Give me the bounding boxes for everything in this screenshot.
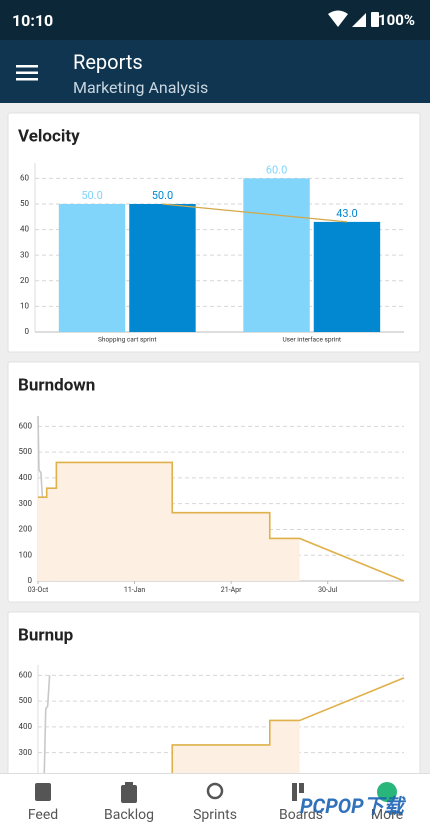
watermark: PCPOP下载 [300, 794, 404, 818]
nav-icon [206, 782, 224, 800]
nav-label: Backlog [103, 807, 154, 823]
y-tick-label: 0 [25, 327, 30, 336]
x-tick-label: User interface sprint [282, 336, 341, 344]
area-fill [172, 720, 300, 773]
status-icons [328, 10, 379, 27]
x-tick-label: Shopping cart sprint [98, 336, 156, 344]
y-tick-label: 400 [19, 473, 33, 482]
value-label: 43.0 [336, 207, 357, 220]
bar [243, 178, 310, 332]
menu-button[interactable] [16, 64, 38, 82]
y-tick-label: 500 [19, 696, 33, 705]
value-label: 50.0 [81, 189, 102, 202]
x-tick-label: 21-Apr [221, 586, 242, 594]
status-bar: 10:10 100% [0, 0, 430, 40]
y-tick-label: 200 [19, 525, 33, 534]
app-subtitle: Marketing Analysis [73, 78, 209, 97]
card-title: Velocity [18, 126, 80, 146]
line [43, 675, 51, 773]
nav-icon [121, 782, 137, 803]
nav-icon [292, 783, 304, 801]
bar [129, 203, 196, 332]
card-title: Burnup [18, 625, 73, 645]
area-fill [38, 462, 300, 581]
y-tick-label: 30 [20, 250, 29, 259]
bar [58, 203, 126, 332]
y-tick-label: 400 [19, 722, 33, 731]
bottom-nav: Feed Backlog Sprints Boards More [0, 773, 430, 832]
nav-label: Feed [27, 807, 59, 823]
x-tick-label: 11-Jan [124, 586, 145, 594]
y-tick-label: 40 [20, 225, 29, 234]
nav-icon [377, 782, 397, 802]
nav-label: Sprints [193, 807, 237, 823]
y-tick-label: 50 [20, 199, 29, 208]
line [38, 461, 405, 582]
value-label: 60.0 [266, 163, 287, 176]
nav-item[interactable]: More [344, 774, 430, 832]
y-tick-label: 100 [19, 550, 33, 559]
y-tick-label: 20 [20, 276, 29, 285]
y-tick-label: 10 [20, 302, 29, 311]
nav-item[interactable]: Backlog [86, 774, 172, 832]
card [7, 611, 421, 773]
x-tick-label: 03-Oct [28, 586, 49, 594]
app-title: Reports [73, 50, 143, 74]
trend-line [162, 203, 348, 223]
bar [313, 221, 381, 332]
nav-label: More [370, 807, 404, 823]
charts: Velocity 0 10 20 30 40 50 60 Shopping cart sprin… [7, 112, 421, 773]
nav-icon [35, 783, 51, 801]
y-tick-label: 300 [19, 499, 33, 508]
nav-item[interactable]: Feed [0, 774, 86, 832]
y-tick-label: 600 [19, 421, 33, 430]
y-tick-label: 600 [19, 670, 33, 679]
nav-label: Boards [278, 807, 324, 823]
y-tick-label: 0 [28, 576, 33, 585]
value-label: 50.0 [152, 189, 173, 202]
y-tick-label: 500 [19, 447, 33, 456]
card-title: Burndown [18, 375, 95, 395]
nav-item[interactable]: Sprints [172, 774, 258, 832]
y-tick-label: 300 [19, 748, 33, 757]
y-tick-label: 60 [20, 173, 29, 182]
battery: 100% [378, 11, 415, 29]
nav-item[interactable]: Boards [258, 774, 344, 832]
line [171, 677, 405, 773]
x-tick-label: 30-Jul [318, 586, 338, 594]
app-bar: Reports Marketing Analysis [0, 40, 430, 103]
time: 10:10 [12, 11, 54, 30]
